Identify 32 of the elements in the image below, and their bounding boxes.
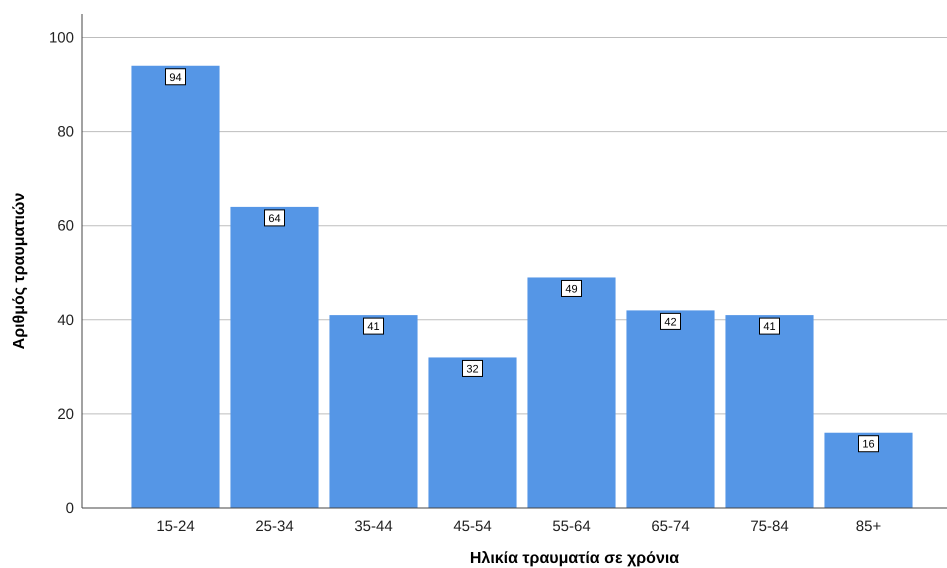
bar: [527, 277, 616, 508]
data-label: 64: [268, 212, 281, 225]
data-label: 49: [565, 283, 578, 296]
bar: [626, 310, 715, 508]
x-tick-label: 25-34: [255, 518, 294, 535]
x-tick-label: 65-74: [651, 518, 690, 535]
y-tick-label: 60: [57, 218, 74, 235]
y-tick-label: 20: [57, 406, 74, 423]
bar: [725, 315, 814, 508]
x-tick-label: 85+: [856, 518, 882, 535]
y-tick-label: 0: [66, 500, 74, 517]
data-label: 94: [169, 72, 182, 84]
x-tick-label: 35-44: [354, 518, 393, 535]
data-label: 16: [862, 438, 875, 451]
bar: [131, 66, 220, 508]
x-tick-label: 75-84: [750, 518, 789, 535]
data-label: 41: [367, 321, 380, 334]
bar: [428, 357, 517, 508]
x-tick-label: 45-54: [453, 518, 492, 535]
data-label: 41: [763, 321, 776, 334]
x-axis-title: Ηλικία τραυματία σε χρόνια: [470, 550, 680, 567]
data-label: 42: [664, 316, 677, 328]
x-tick-label: 15-24: [156, 518, 195, 535]
bar: [329, 315, 418, 508]
y-axis-title: Αριθμός τραυματιών: [11, 192, 28, 350]
x-tick-label: 55-64: [552, 518, 591, 535]
y-tick-label: 80: [57, 124, 74, 141]
bar: [230, 206, 319, 508]
bar: [824, 432, 913, 508]
y-tick-label: 100: [48, 30, 74, 47]
data-label: 32: [466, 363, 479, 376]
y-tick-label: 40: [57, 312, 74, 329]
